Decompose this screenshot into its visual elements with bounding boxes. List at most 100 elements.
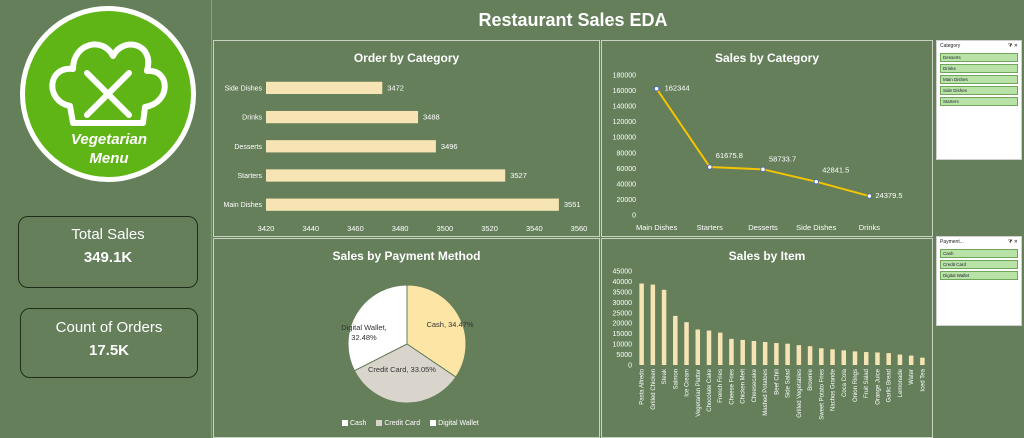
category-label: Orange Juice bbox=[875, 368, 881, 404]
y-tick-label: 25000 bbox=[613, 310, 633, 317]
sales-by-payment-panel: Sales by Payment Method Cash, 34.47% Cred… bbox=[213, 238, 600, 438]
x-tick-label: Desserts bbox=[748, 223, 778, 232]
y-tick-label: 35000 bbox=[613, 289, 633, 296]
bar bbox=[751, 340, 757, 365]
y-tick-label: 120000 bbox=[613, 119, 636, 126]
series-line bbox=[655, 88, 870, 198]
data-label: 3472 bbox=[387, 83, 404, 92]
x-tick-label: 3560 bbox=[571, 224, 588, 233]
slicer-item-side-dishes[interactable]: Side Dishes bbox=[940, 86, 1018, 95]
y-tick-label: 0 bbox=[628, 363, 632, 370]
y-tick-label: 40000 bbox=[617, 181, 637, 188]
category-label: Iced Tea bbox=[920, 368, 926, 391]
category-label: Ice Cream bbox=[685, 369, 691, 397]
slicer-title: Category bbox=[940, 43, 961, 49]
y-tick-label: 5000 bbox=[616, 352, 632, 359]
sales-by-payment-chart: Cash, 34.47% Credit Card, 33.05% Digital W… bbox=[341, 284, 474, 404]
slicer-item-starters[interactable]: Starters bbox=[940, 97, 1018, 106]
bar bbox=[886, 353, 891, 365]
category-slicer[interactable]: Category ⧩ ✕ Desserts Drinks Main Dishes … bbox=[936, 40, 1022, 160]
data-label: 24379.5 bbox=[875, 191, 902, 200]
slicer-item-credit-card[interactable]: Credit Card bbox=[940, 260, 1018, 269]
slicer-title: Payment... bbox=[940, 239, 964, 245]
slice-label: Cash, 34.47% bbox=[426, 320, 473, 329]
y-tick-label: 10000 bbox=[613, 342, 633, 349]
bar bbox=[684, 322, 689, 365]
category-label: French Fries bbox=[718, 369, 724, 403]
legend-label: Digital Wallet bbox=[438, 420, 479, 427]
x-tick-label: Drinks bbox=[859, 223, 881, 232]
x-tick-label: 3420 bbox=[258, 224, 275, 233]
y-tick-label: 30000 bbox=[613, 300, 633, 307]
kpi-value: 349.1K bbox=[83, 249, 133, 266]
slicer-item-digital-wallet[interactable]: Digital Wallet bbox=[940, 271, 1018, 280]
chart-title: Sales by Payment Method bbox=[332, 249, 481, 263]
pie-slice bbox=[353, 343, 457, 404]
chef-hat-icon: Vegetarian Menu bbox=[49, 41, 168, 167]
x-tick-label: 3460 bbox=[347, 224, 364, 233]
vegetarian-menu-logo: Vegetarian Menu bbox=[20, 6, 196, 182]
bar bbox=[863, 352, 869, 365]
order-by-category-chart: 3420 3440 3460 3480 3500 3520 3540 3560 Side Dis… bbox=[223, 81, 588, 233]
slicer-item-desserts[interactable]: Desserts bbox=[940, 53, 1018, 62]
slicer-item-cash[interactable]: Cash bbox=[940, 249, 1018, 258]
category-label: Onion Rings bbox=[853, 369, 859, 402]
bar bbox=[897, 354, 903, 365]
category-label: Pasta Alfredo bbox=[640, 368, 646, 404]
x-tick-label: 3540 bbox=[526, 224, 543, 233]
slicer-header: Payment... ⧩ ✕ bbox=[937, 237, 1021, 247]
y-tick-label: 80000 bbox=[617, 150, 637, 157]
bar bbox=[266, 110, 419, 124]
data-label: 3488 bbox=[423, 113, 440, 122]
data-point bbox=[653, 86, 660, 92]
data-label: 42841.5 bbox=[822, 166, 849, 175]
category-label: Salmon bbox=[673, 369, 679, 389]
payment-slicer[interactable]: Payment... ⧩ ✕ Cash Credit Card Digital W… bbox=[936, 236, 1022, 326]
slicer-header: Category ⧩ ✕ bbox=[937, 41, 1021, 51]
clear-filter-icon[interactable]: ⧩ ✕ bbox=[1007, 43, 1018, 49]
y-tick-label: 0 bbox=[632, 213, 636, 220]
category-label: Grilled Vegetables bbox=[797, 369, 803, 418]
bar bbox=[852, 351, 858, 365]
y-tick-label: 15000 bbox=[613, 331, 633, 338]
clear-filter-icon[interactable]: ⧩ ✕ bbox=[1007, 239, 1018, 245]
bar bbox=[650, 284, 656, 365]
y-tick-label: 20000 bbox=[613, 321, 633, 328]
y-tick-label: 20000 bbox=[617, 197, 637, 204]
x-tick-label: Starters bbox=[697, 223, 724, 232]
bar bbox=[830, 349, 835, 365]
x-tick-label: Side Dishes bbox=[796, 223, 836, 232]
bar bbox=[841, 350, 847, 365]
payment-legend: Cash Credit Card Digital Wallet bbox=[342, 420, 479, 427]
kpi-value: 17.5K bbox=[88, 342, 130, 359]
bar bbox=[266, 81, 383, 95]
category-label: Water bbox=[909, 369, 915, 385]
slice-label: Credit Card, 33.05% bbox=[368, 365, 436, 374]
data-point bbox=[760, 166, 766, 172]
pie-slice bbox=[347, 284, 408, 372]
slicer-item-main-dishes[interactable]: Main Dishes bbox=[940, 75, 1018, 84]
category-label: Side Salad bbox=[786, 369, 792, 398]
bar bbox=[266, 198, 559, 211]
y-tick-label: 140000 bbox=[613, 104, 636, 111]
bar bbox=[785, 343, 790, 365]
category-label: Chicken Melt bbox=[741, 369, 747, 404]
category-label: Sweet Potato Fries bbox=[819, 369, 825, 420]
data-point bbox=[866, 193, 872, 199]
sales-by-category-panel: Sales by Category 0 20000 40000 60000 80000 1… bbox=[601, 40, 933, 237]
left-panel bbox=[0, 0, 212, 438]
bar bbox=[807, 346, 813, 365]
category-label: Brownie bbox=[808, 368, 814, 390]
x-tick-label: 3480 bbox=[392, 224, 409, 233]
sales-by-item-panel: Sales by Item 0 5000 10000 15000 20000 25000 3… bbox=[601, 238, 933, 438]
category-label: Lemonade bbox=[898, 368, 904, 397]
data-label: 3527 bbox=[510, 171, 527, 180]
dashboard-title: Restaurant Sales EDA bbox=[478, 10, 668, 30]
slicer-item-drinks[interactable]: Drinks bbox=[940, 64, 1018, 73]
category-label: Drinks bbox=[242, 115, 262, 122]
bar bbox=[875, 352, 880, 365]
bar bbox=[266, 169, 506, 182]
category-label: Garlic Bread bbox=[887, 369, 893, 402]
data-label: 3551 bbox=[564, 200, 581, 209]
y-tick-label: 60000 bbox=[617, 166, 637, 173]
